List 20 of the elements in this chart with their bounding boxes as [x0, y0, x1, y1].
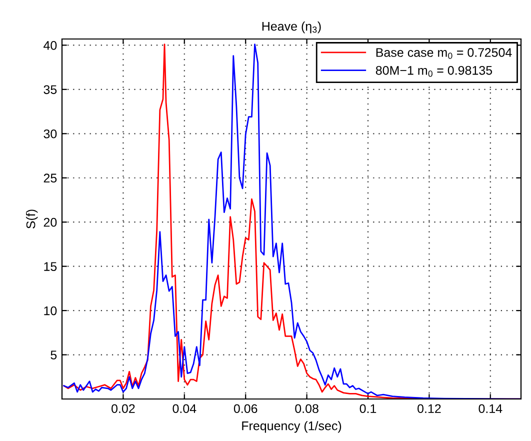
- x-tick-label: 0.04: [172, 404, 196, 414]
- y-tick-label: 5: [50, 350, 57, 360]
- x-axis-title: Frequency (1/sec): [242, 421, 342, 433]
- legend-label: 80M−1 m$_{0}$ = 0.98135: [376, 66, 492, 77]
- y-tick-label: 35: [44, 85, 57, 94]
- chart-title: Heave (η$_{3}$): [262, 22, 321, 34]
- y-axis-title: S(f): [26, 210, 38, 228]
- x-tick-label: 0.08: [295, 404, 318, 414]
- x-tick-label: 0.12: [418, 404, 441, 414]
- x-tick-label: 0.1: [360, 404, 376, 414]
- y-tick-label: 15: [44, 262, 57, 271]
- y-tick-label: 10: [44, 306, 57, 316]
- x-tick-label: 0.14: [478, 404, 502, 414]
- legend-label: Base case m$_{0}$ = 0.72504: [376, 48, 512, 59]
- x-tick-label: 0.06: [234, 404, 258, 414]
- y-tick-label: 40: [44, 40, 57, 50]
- y-tick-label: 25: [44, 174, 57, 183]
- x-tick-label: 0.02: [112, 404, 135, 414]
- y-tick-label: 20: [44, 218, 57, 227]
- y-tick-label: 30: [44, 129, 57, 138]
